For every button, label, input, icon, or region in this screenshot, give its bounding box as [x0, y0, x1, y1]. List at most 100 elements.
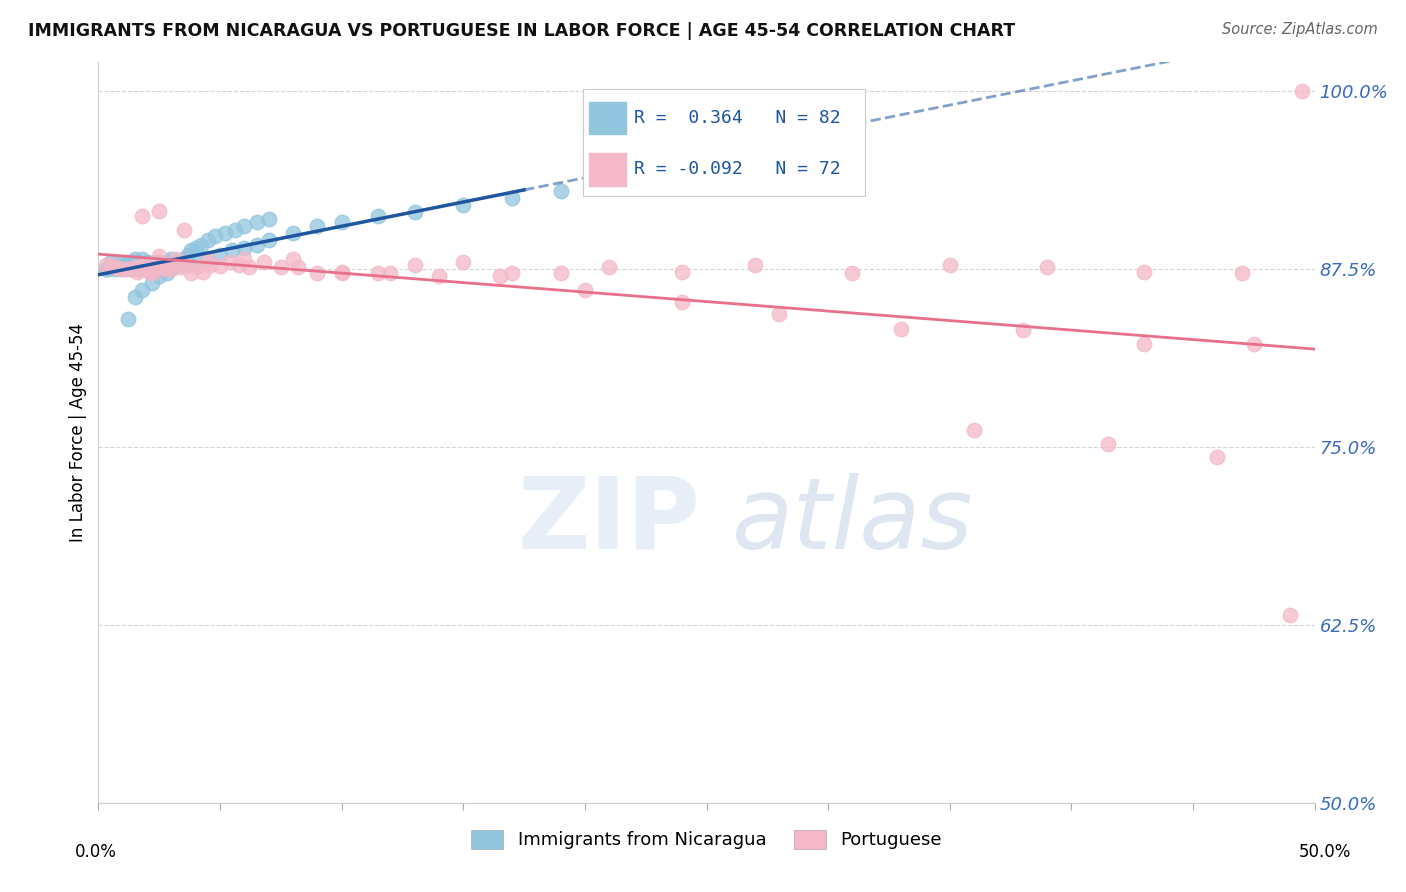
Point — [117, 258, 139, 272]
Point — [1279, 607, 1302, 622]
Legend: Immigrants from Nicaragua, Portuguese: Immigrants from Nicaragua, Portuguese — [464, 822, 949, 856]
Point — [245, 237, 267, 252]
Point — [121, 254, 143, 268]
Point — [131, 209, 153, 223]
Point — [124, 258, 146, 272]
Point — [623, 172, 645, 186]
Text: Source: ZipAtlas.com: Source: ZipAtlas.com — [1222, 22, 1378, 37]
Point — [367, 266, 389, 280]
Point — [1133, 337, 1156, 351]
Point — [138, 256, 160, 270]
Point — [238, 260, 260, 275]
Point — [114, 260, 136, 275]
Point — [167, 254, 190, 268]
Point — [170, 260, 193, 275]
Point — [111, 254, 134, 268]
Point — [427, 268, 450, 283]
Y-axis label: In Labor Force | Age 45-54: In Labor Force | Age 45-54 — [69, 323, 87, 542]
Point — [141, 258, 163, 272]
Point — [214, 227, 236, 241]
Point — [136, 260, 159, 275]
Point — [134, 258, 156, 272]
Point — [150, 258, 173, 272]
Point — [1036, 260, 1059, 275]
Point — [218, 254, 240, 268]
Point — [173, 223, 195, 237]
Point — [94, 258, 117, 272]
Point — [124, 290, 146, 304]
Point — [118, 260, 141, 275]
Point — [1206, 450, 1229, 464]
Point — [221, 244, 243, 258]
Point — [330, 215, 353, 229]
Point — [404, 205, 426, 219]
Point — [233, 252, 256, 266]
Point — [598, 260, 620, 275]
Point — [173, 252, 195, 266]
Point — [939, 258, 962, 272]
Point — [1243, 337, 1265, 351]
Text: ZIP: ZIP — [517, 473, 700, 570]
Point — [209, 259, 232, 273]
Point — [141, 276, 163, 290]
Point — [184, 241, 207, 255]
Point — [330, 266, 353, 280]
Point — [1011, 323, 1033, 337]
Point — [453, 254, 475, 268]
Text: 50.0%: 50.0% — [1298, 843, 1351, 861]
Point — [146, 254, 169, 268]
Point — [155, 266, 177, 280]
Point — [155, 260, 177, 275]
Point — [138, 265, 160, 279]
Point — [367, 209, 389, 223]
Point — [128, 256, 150, 270]
Text: R =  0.364   N = 82: R = 0.364 N = 82 — [634, 109, 841, 127]
Point — [165, 258, 187, 272]
Point — [150, 261, 173, 276]
Text: atlas: atlas — [731, 473, 973, 570]
Point — [107, 260, 129, 275]
Point — [330, 265, 353, 279]
Point — [117, 254, 139, 268]
Point — [228, 258, 250, 272]
Point — [128, 261, 150, 276]
Point — [127, 265, 149, 279]
Point — [197, 234, 219, 248]
Point — [110, 259, 132, 273]
Point — [307, 219, 329, 234]
Point — [184, 254, 207, 268]
Point — [165, 252, 187, 266]
Point — [209, 247, 232, 261]
Point — [191, 265, 214, 279]
Point — [550, 266, 572, 280]
Point — [253, 254, 276, 268]
Point — [404, 258, 426, 272]
Point — [184, 260, 207, 275]
Point — [148, 258, 170, 272]
Bar — [589, 153, 626, 186]
Point — [200, 258, 222, 272]
Point — [138, 260, 160, 275]
Point — [94, 261, 117, 276]
Point — [141, 266, 163, 280]
Point — [131, 259, 153, 273]
Point — [117, 311, 139, 326]
Point — [153, 258, 176, 272]
Point — [174, 258, 197, 272]
Point — [148, 249, 170, 263]
Point — [131, 252, 153, 266]
Point — [173, 258, 195, 272]
Point — [148, 268, 170, 283]
Point — [100, 254, 122, 268]
Point — [134, 258, 156, 272]
Point — [841, 266, 863, 280]
Point — [180, 244, 202, 258]
Point — [281, 227, 304, 241]
Point — [136, 261, 159, 276]
Point — [1230, 266, 1253, 280]
Point — [197, 252, 219, 266]
Point — [118, 261, 141, 276]
Point — [104, 261, 127, 276]
Point — [380, 266, 402, 280]
Point — [287, 260, 309, 275]
